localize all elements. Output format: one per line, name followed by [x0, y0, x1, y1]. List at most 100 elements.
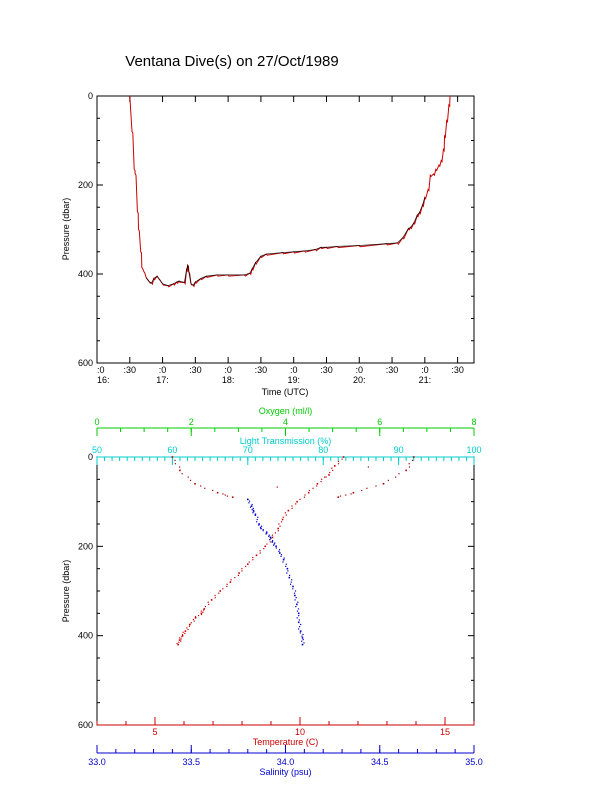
chart-title: Ventana Dive(s) on 27/Oct/1989 [125, 53, 338, 70]
temperature-point [203, 609, 205, 611]
transmission-point [181, 473, 183, 475]
transmission-point [350, 493, 352, 495]
profile-panel-y-axis: 0 200 400 600 [78, 452, 474, 730]
transmission-point [222, 493, 224, 495]
x-hour-label: 18: [222, 375, 235, 385]
salinity-point [266, 531, 268, 533]
salinity-point [289, 574, 291, 576]
temperature-point [184, 632, 186, 634]
temperature-point [180, 640, 182, 642]
x-tick-label: :30 [124, 365, 137, 375]
temperature-point [259, 552, 261, 554]
salinity-point [258, 523, 260, 525]
transmission-point [194, 483, 196, 485]
time-panel-ylabel: Pressure (dbar) [61, 198, 71, 261]
x-tick-label: :0 [97, 365, 105, 375]
temperature-point [328, 474, 330, 476]
temperature-point [325, 476, 327, 478]
salinity-point [294, 599, 296, 601]
dive-trace-line [129, 95, 451, 288]
salinity-axis-tick-label: 33.5 [182, 757, 200, 767]
salinity-point [279, 552, 281, 554]
transmission-point [171, 456, 174, 458]
salinity-point [285, 563, 287, 565]
x-tick-label: :30 [320, 365, 333, 375]
salinity-point [268, 534, 270, 536]
temperature-point [190, 622, 192, 624]
y-tick-label: 600 [78, 358, 93, 368]
temperature-point [284, 512, 286, 514]
x-tick-label: :30 [386, 365, 399, 375]
salinity-point [286, 572, 288, 574]
temperature-point [303, 496, 305, 498]
temperature-point [312, 487, 314, 489]
salinity-point [283, 557, 285, 559]
salinity-point [294, 590, 297, 592]
transmission-axis-tick-label: 70 [243, 445, 253, 455]
oxygen-axis-label: Oxygen (ml/l) [259, 406, 313, 416]
profile-panel: 0 200 400 600 0 2 4 6 8 Oxygen (ml/l) 50 60 70 80 90 1… [61, 406, 483, 777]
salinity-point [256, 518, 258, 521]
temperature-point [271, 536, 274, 539]
transmission-point [189, 479, 192, 481]
transmission-point [345, 494, 347, 496]
salinity-point [299, 626, 301, 628]
salinity-point [286, 567, 289, 570]
x-tick-label: :0 [159, 365, 167, 375]
time-panel-frame [96, 95, 475, 364]
transmission-point [231, 496, 234, 498]
salinity-point [301, 635, 303, 637]
temperature-point [337, 460, 339, 463]
transmission-point [276, 486, 278, 488]
oxygen-axis-tick-label: 6 [377, 417, 382, 427]
temperature-point [241, 570, 243, 572]
salinity-point [297, 608, 300, 610]
temperature-point [245, 565, 247, 567]
temperature-point [180, 638, 182, 640]
transmission-point [411, 459, 414, 461]
temperature-point [304, 494, 306, 496]
y-tick-label: 0 [88, 91, 93, 101]
x-hour-label: 19: [287, 375, 300, 385]
transmission-point [224, 494, 226, 496]
temperature-point [255, 554, 258, 557]
salinity-point [295, 606, 297, 608]
salinity-point [298, 628, 300, 630]
salinity-point [259, 526, 262, 528]
transmission-point [187, 476, 189, 478]
salinity-point [296, 603, 298, 606]
salinity-point [248, 502, 250, 504]
oxygen-axis-tick-label: 2 [189, 417, 194, 427]
salinity-axis-label: Salinity (psu) [259, 767, 311, 777]
salinity-point [303, 642, 305, 644]
temperature-point [331, 467, 333, 469]
transmission-point [382, 483, 385, 485]
temperature-point [308, 489, 310, 492]
salinity-point [296, 617, 298, 619]
temperature-point [208, 603, 210, 605]
transmission-point [174, 463, 176, 465]
temperature-point [218, 592, 220, 594]
salinity-point [282, 561, 284, 563]
temperature-point [266, 543, 268, 545]
temperature-point [252, 559, 254, 561]
transmission-point [204, 487, 206, 489]
time-panel-xlabel: Time (UTC) [262, 387, 309, 397]
salinity-point [274, 542, 276, 544]
salinity-point [271, 541, 274, 543]
temperature-point [237, 574, 239, 576]
salinity-point [287, 570, 289, 572]
temperature-point [296, 500, 298, 503]
salinity-axis-tick-label: 34.0 [277, 757, 295, 767]
transmission-axis-tick-label: 100 [466, 445, 481, 455]
temperature-point [210, 599, 213, 601]
x-tick-label: :30 [255, 365, 268, 375]
x-hour-label: 16: [97, 375, 110, 385]
temperature-point [248, 561, 250, 563]
temperature-point [285, 514, 287, 516]
temperature-point [214, 597, 216, 599]
time-panel-y-axis: 0 200 400 600 [78, 91, 474, 368]
salinity-point [251, 503, 253, 506]
transmission-axis-tick-label: 60 [167, 445, 177, 455]
temperature-point [188, 625, 191, 627]
